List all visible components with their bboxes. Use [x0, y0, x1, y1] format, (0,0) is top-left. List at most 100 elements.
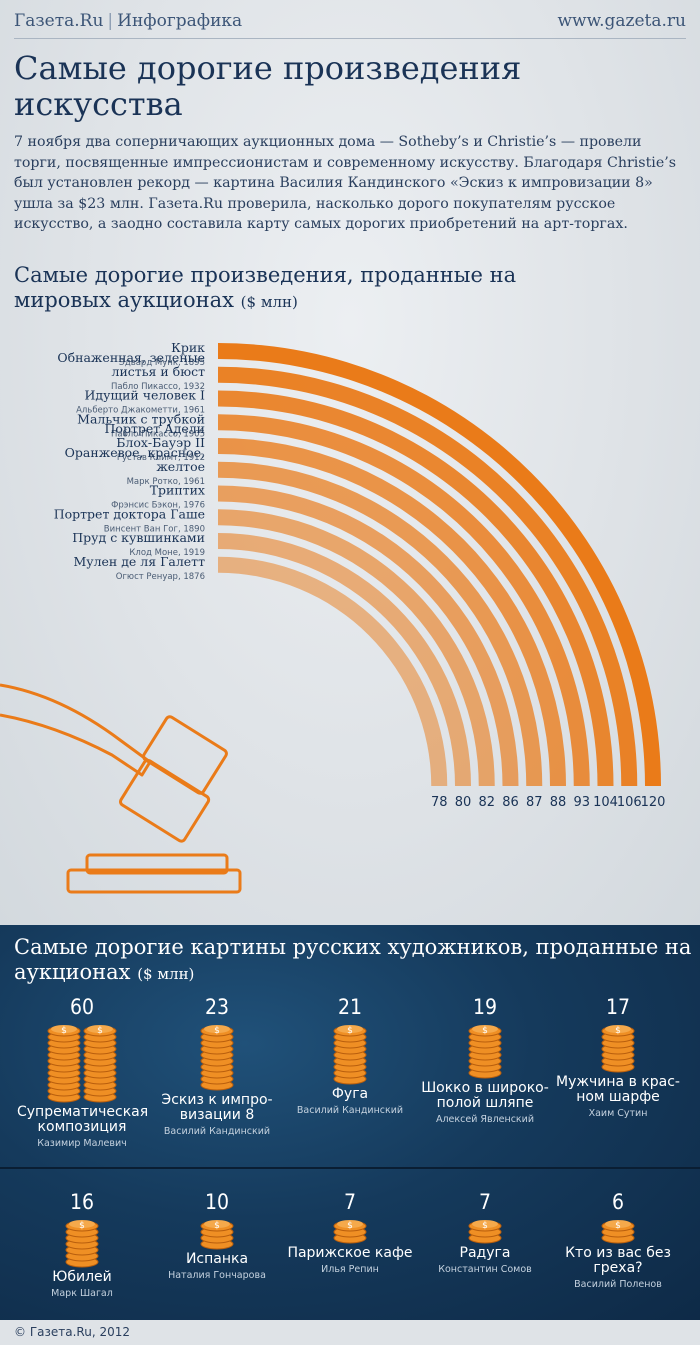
arc-label-name: Блох-Бауэр II	[116, 435, 205, 450]
coin-top	[51, 1025, 77, 1033]
site-url[interactable]: www.gazeta.ru	[557, 11, 686, 31]
russian-art-card: 7 $ Радуга Константин Сомов	[420, 1190, 550, 1276]
arc-value-label: 80	[455, 795, 472, 810]
card-title: Радуга	[459, 1245, 511, 1261]
card-value: 21	[337, 995, 363, 1019]
copyright: © Газета.Ru, 2012	[14, 1325, 130, 1339]
coin-top	[337, 1220, 363, 1228]
card-title: Супрематическая композиция	[17, 1104, 149, 1135]
card-value: 10	[204, 1190, 230, 1214]
coin-top	[605, 1025, 631, 1033]
page-title: Самые дорогие произведения искусства	[14, 49, 522, 123]
footer: © Газета.Ru, 2012	[0, 1320, 700, 1345]
card-artist: Василий Кандинский	[296, 1105, 404, 1116]
card-artist: Казимир Малевич	[37, 1138, 127, 1149]
card-value: 17	[605, 995, 631, 1019]
card-title: Кто из вас без греха?	[565, 1245, 671, 1276]
arc-label-author: Винсент Ван Гог, 1890	[104, 524, 205, 534]
arc-chart: Крик Эдвард Мунк, 1895 120 Обнаженная, зеле…	[0, 340, 665, 894]
coin-top	[69, 1220, 95, 1228]
card-title: Эскиз к импро-визации 8	[161, 1092, 273, 1123]
arc-label-name: Обнаженная, зеленые	[57, 350, 205, 365]
arc-label-name: Оранжевое, красное,	[65, 445, 205, 460]
card-artist: Василий Кандинский	[163, 1126, 271, 1137]
header-divider	[14, 38, 686, 39]
dollar-icon: $	[615, 1221, 621, 1231]
dollar-icon: $	[79, 1221, 85, 1231]
russian-art-panel	[0, 925, 700, 1320]
section2-title: Самые дорогие картины русских художников…	[14, 935, 694, 987]
dollar-icon: $	[214, 1221, 220, 1231]
row-divider	[0, 1167, 700, 1169]
russian-art-card: 17 $ Мужчина в крас-ном шарфе Хаим Сутин	[553, 995, 683, 1120]
gavel-block-top	[85, 853, 229, 875]
dollar-icon: $	[97, 1026, 103, 1036]
card-title: Фуга	[331, 1086, 369, 1102]
gavel-block-base	[66, 868, 242, 894]
arc-label-name: листья и бюст	[112, 364, 206, 379]
gavel-icon	[0, 683, 242, 894]
russian-art-card: 6 $ Кто из вас без греха? Василий Поленов	[553, 1190, 683, 1291]
arc-value-label: 82	[478, 795, 495, 810]
card-value: 7	[343, 1190, 357, 1214]
header-separator: |	[107, 11, 114, 31]
card-title: Мужчина в крас-ном шарфе	[556, 1074, 680, 1105]
dollar-icon: $	[347, 1026, 353, 1036]
russian-art-card: 10 $ Испанка Наталия Гончарова	[152, 1190, 282, 1282]
section-name[interactable]: Инфографика	[117, 11, 243, 31]
card-artist: Марк Шагал	[51, 1288, 113, 1299]
arc-value-label: 78	[431, 795, 448, 810]
card-value: 16	[69, 1190, 95, 1214]
dollar-icon: $	[347, 1221, 353, 1231]
russian-art-card: 23 $ Эскиз к импро-визации 8 Василий Кандин…	[152, 995, 282, 1138]
brand-name[interactable]: Газета.Ru	[14, 11, 104, 31]
coin-stack-icon: $	[468, 1025, 502, 1079]
dollar-icon: $	[482, 1026, 488, 1036]
coin-top	[204, 1220, 230, 1228]
coin-stack-icon: $	[468, 1220, 502, 1244]
card-artist: Илья Репин	[321, 1264, 379, 1275]
arc-label-author: Фрэнсис Бэкон, 1976	[111, 501, 205, 511]
arc-label-name: Пруд с кувшинками	[72, 530, 205, 545]
coin-top	[337, 1025, 363, 1033]
coin-top	[472, 1025, 498, 1033]
section2-unit: ($ млн)	[137, 965, 195, 983]
card-artist: Наталия Гончарова	[168, 1270, 266, 1281]
arc-label-name: Крик	[171, 340, 205, 355]
coin-top	[472, 1220, 498, 1228]
arc-label-author: Пабло Пикассо, 1905	[111, 429, 205, 439]
arc-label-author: Клод Моне, 1919	[129, 548, 205, 558]
russian-art-card: 16 $ Юбилей Марк Шагал	[17, 1190, 147, 1300]
dollar-icon: $	[615, 1026, 621, 1036]
card-value: 60	[69, 995, 95, 1019]
card-artist: Хаим Сутин	[588, 1108, 648, 1119]
card-value: 7	[478, 1190, 492, 1214]
coin-stack-icon: $	[333, 1220, 367, 1244]
arc-value-label: 88	[550, 795, 567, 810]
gavel-head-bottom	[119, 758, 211, 843]
arc-label-name: Портрет Адели	[105, 421, 205, 436]
arc-value-label: 86	[502, 795, 519, 810]
card-value: 23	[204, 995, 230, 1019]
card-value: 19	[472, 995, 498, 1019]
arc-value-label: 104	[593, 795, 618, 810]
arc-bar	[218, 533, 471, 786]
coin-stack-icon: $	[200, 1220, 234, 1250]
coin-stack-icon: $	[601, 1025, 635, 1073]
card-artist: Василий Поленов	[574, 1279, 662, 1290]
card-title: Испанка	[185, 1251, 249, 1267]
coin-top	[87, 1025, 113, 1033]
arc-label-author: Марк Ротко, 1961	[127, 477, 205, 487]
section1-title-text: Самые дорогие произведения, проданные на…	[14, 263, 517, 312]
card-title: Шокко в широко-полой шляпе	[421, 1080, 549, 1111]
arc-label-author: Эдвард Мунк, 1895	[119, 358, 205, 368]
arc-label-name: Идущий человек I	[85, 388, 206, 403]
coin-stack-icon: $ $	[47, 1025, 117, 1103]
card-artist: Алексей Явленский	[435, 1114, 535, 1125]
arc-label-author: Огюст Ренуар, 1876	[116, 572, 205, 582]
card-artist: Константин Сомов	[438, 1264, 532, 1275]
arc-bar	[218, 509, 495, 786]
russian-art-card: 7 $ Парижское кафе Илья Репин	[285, 1190, 415, 1276]
card-title: Юбилей	[52, 1269, 112, 1285]
coin-stack-icon: $	[200, 1025, 234, 1091]
